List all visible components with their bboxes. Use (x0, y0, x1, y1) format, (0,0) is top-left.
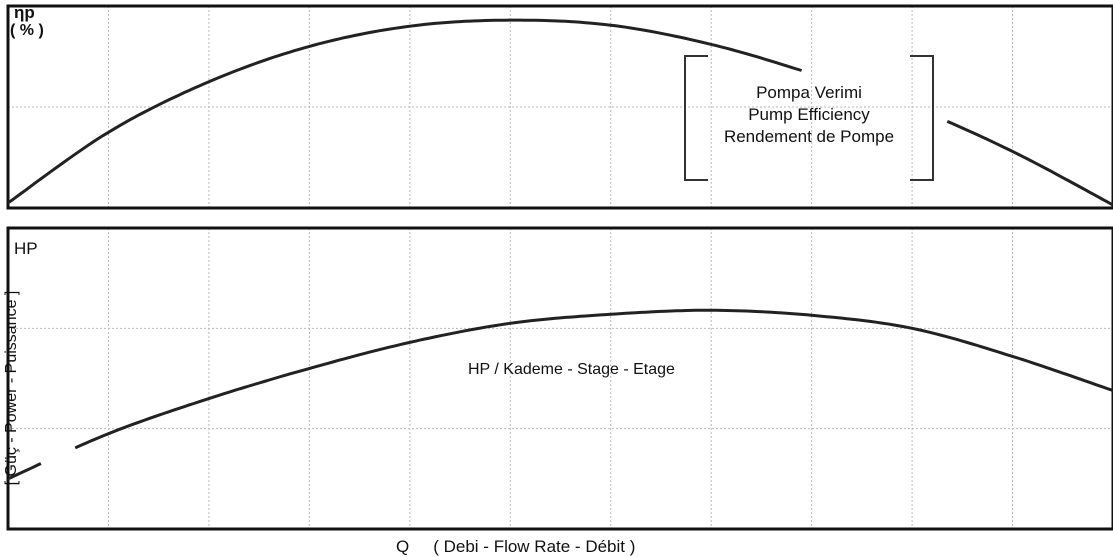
legend-right-bracket (910, 55, 934, 181)
efficiency-frame (6, 4, 1113, 210)
efficiency-curve (7, 18, 1113, 207)
power-curve-label: HP / Kademe - Stage - Etage (468, 361, 675, 378)
efficiency-axis-unit: ( % ) (10, 22, 44, 39)
legend-line-fr: Rendement de Pompe (723, 127, 895, 146)
legend-left-bracket (684, 55, 708, 181)
efficiency-legend-box: Pompa Verimi Pump Efficiency Rendement d… (684, 55, 934, 181)
power-grid (8, 228, 1113, 529)
x-axis-title: Q ( Debi - Flow Rate - Débit ) (396, 537, 635, 557)
x-axis-symbol: Q (396, 537, 410, 556)
efficiency-axis-label: ηp (14, 3, 35, 22)
efficiency-legend-text: Pompa Verimi Pump Efficiency Rendement d… (684, 82, 934, 148)
efficiency-grid (8, 6, 1113, 208)
power-axis-title-text: [ Güç - Power - Puissance ] (3, 290, 20, 486)
power-curve (7, 308, 1113, 481)
legend-line-en: Pump Efficiency (748, 105, 870, 124)
x-axis-detail: ( Debi - Flow Rate - Débit ) (433, 537, 636, 556)
power-axis-label: HP (14, 239, 38, 258)
power-frame (6, 226, 1113, 531)
legend-line-tr: Pompa Verimi (756, 83, 862, 102)
